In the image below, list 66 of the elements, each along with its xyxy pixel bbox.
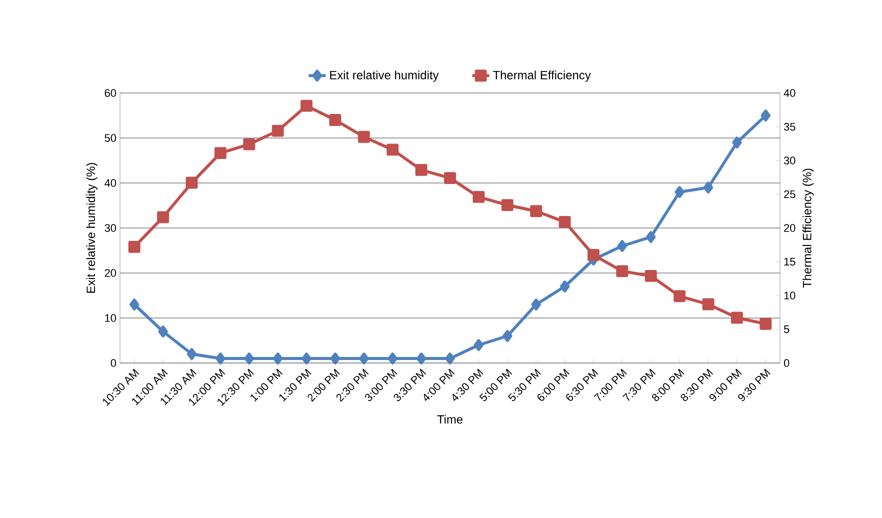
point [158,326,168,338]
point [186,348,197,360]
point [330,352,340,364]
point [129,298,140,310]
point [560,280,570,292]
point [388,352,398,364]
point [502,330,512,342]
point [616,265,628,278]
x-axis-title: Time [437,414,463,424]
point [558,216,571,228]
y2-axis-title: Thermal Efficiency (%) [802,168,814,288]
y2-tick-label: 5 [784,325,790,334]
point [302,352,312,364]
point [760,110,771,122]
y-tick-label: 20 [104,269,116,277]
y2-tick-label: 15 [784,258,796,266]
point [216,352,226,364]
point [272,124,284,137]
point [644,270,657,282]
y2-tick-label: 25 [784,190,796,198]
point [214,147,226,160]
y-tick-label: 30 [104,224,116,232]
point [445,352,455,364]
y2-tick-label: 35 [784,122,796,131]
point [472,190,485,203]
point [646,231,656,243]
point [501,199,514,212]
point [588,249,600,261]
point [702,298,714,310]
point [359,352,369,364]
y2-tick-label: 20 [784,224,796,232]
point [474,339,484,351]
y-tick-label: 60 [104,89,116,97]
point [329,114,342,126]
point [128,240,140,253]
y-tick-label: 40 [104,179,116,187]
point [444,172,456,184]
y2-tick-label: 30 [784,156,796,164]
legend-label: Exit relative humidity [330,70,439,82]
point [272,352,283,364]
point [703,182,714,194]
point [358,130,370,143]
y-tick-label: 0 [110,359,116,367]
y2-tick-label: 40 [784,89,796,97]
point [416,352,426,364]
point [531,298,541,310]
point [243,138,256,150]
point [617,240,628,252]
y-tick-label: 10 [105,314,116,322]
legend-label: Thermal Efficiency [493,70,591,82]
y-tick-label: 50 [104,134,116,142]
point [730,312,743,324]
point [300,100,313,112]
point [732,136,742,148]
point [760,318,772,330]
point [157,211,170,224]
point [186,176,198,189]
y-axis-title: Exit relative humidity (%) [86,163,98,293]
point [674,290,686,302]
point [530,205,542,218]
point [674,186,684,198]
point [415,164,428,176]
point [244,352,254,364]
point [386,144,399,156]
y2-tick-label: 0 [784,359,790,367]
y2-tick-label: 10 [784,292,796,300]
